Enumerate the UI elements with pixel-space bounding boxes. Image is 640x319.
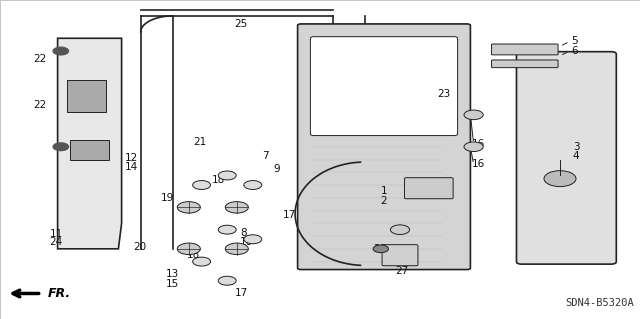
Circle shape [193,257,211,266]
Text: 26: 26 [396,256,408,267]
Text: 19: 19 [161,193,174,203]
Circle shape [225,243,248,255]
Text: SDN4-B5320A: SDN4-B5320A [565,298,634,308]
Text: 11: 11 [50,229,63,240]
Text: 8: 8 [240,228,246,238]
Circle shape [244,235,262,244]
Text: 20: 20 [133,242,146,252]
Circle shape [218,276,236,285]
Text: 7: 7 [262,151,269,161]
Text: 21: 21 [193,137,206,147]
FancyBboxPatch shape [516,52,616,264]
Circle shape [177,243,200,255]
FancyBboxPatch shape [298,24,470,270]
Text: 15: 15 [166,279,179,289]
Circle shape [464,110,483,120]
Text: 18: 18 [212,175,225,185]
Text: 17: 17 [236,288,248,299]
Text: 16: 16 [472,159,485,169]
Text: 18: 18 [187,250,200,260]
Text: 6: 6 [572,46,578,56]
Text: 28: 28 [373,244,386,254]
Text: 3: 3 [573,142,579,152]
Text: 24: 24 [50,237,63,248]
Text: 27: 27 [396,266,408,276]
Text: 9: 9 [273,164,280,174]
Circle shape [390,225,410,234]
Polygon shape [67,80,106,112]
FancyBboxPatch shape [492,44,558,55]
Circle shape [218,225,236,234]
Text: 25: 25 [235,19,248,29]
Circle shape [193,181,211,189]
Text: 17: 17 [284,210,296,220]
Text: 13: 13 [166,269,179,279]
Text: 16: 16 [472,138,485,149]
FancyBboxPatch shape [382,245,418,266]
Text: 12: 12 [125,153,138,163]
Circle shape [225,202,248,213]
Circle shape [53,47,68,55]
Circle shape [53,143,68,151]
Text: 14: 14 [125,162,138,173]
Circle shape [218,171,236,180]
Circle shape [373,245,388,253]
Polygon shape [58,38,122,249]
Circle shape [544,171,576,187]
Text: FR.: FR. [48,287,71,300]
FancyBboxPatch shape [404,178,453,199]
FancyBboxPatch shape [310,37,458,136]
Text: 23: 23 [437,89,450,99]
Circle shape [464,142,483,152]
Text: 22: 22 [33,100,46,110]
FancyBboxPatch shape [492,60,558,68]
Circle shape [244,181,262,189]
Text: 4: 4 [573,151,579,161]
Text: 5: 5 [572,36,578,47]
Text: 10: 10 [240,237,253,248]
Circle shape [177,202,200,213]
Polygon shape [70,140,109,160]
Text: 22: 22 [33,54,46,64]
Text: 1: 1 [381,186,387,197]
Text: 2: 2 [381,196,387,206]
